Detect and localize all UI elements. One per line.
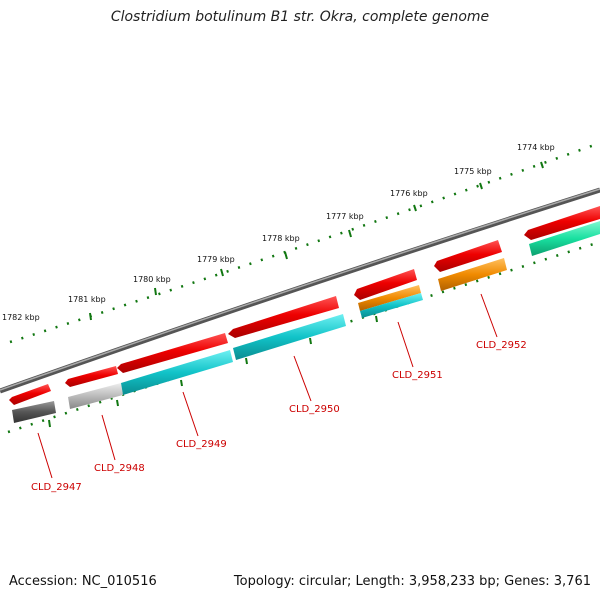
map-title: Clostridium botulinum B1 str. Okra, comp… [110,9,490,25]
gene-feature-cld-2948[interactable] [68,383,123,409]
gene-label-leaders [37,293,498,479]
cds-arrow[interactable] [228,296,339,338]
gene-label-cld-2951[interactable]: CLD_2951 [392,370,443,381]
cds-arrow[interactable] [65,366,118,387]
gene-label-cld-2950[interactable]: CLD_2950 [289,404,340,415]
topology-text: Topology: circular; Length: 3,958,233 bp… [233,574,591,589]
genome-backbone [0,187,600,394]
gene-label-cld-2949[interactable]: CLD_2949 [176,439,227,450]
kbp-label: 1782 kbp [2,313,40,322]
gene-feature-cld-2947[interactable] [12,401,56,423]
cds-arrow[interactable] [434,240,502,272]
cds-arrow[interactable] [117,333,228,373]
cds-arrow[interactable] [9,384,51,405]
accession-text: Accession: NC_010516 [9,574,157,589]
cds-arrow-track [9,206,600,405]
gene-feature-cld-2952[interactable] [438,258,507,291]
gene-feature-cld-2951-teal[interactable] [360,293,423,318]
kbp-label: 1774 kbp [517,143,555,152]
kbp-label: 1780 kbp [133,275,171,284]
cds-arrow[interactable] [524,206,600,240]
outer-scale-major-ticks [89,161,544,321]
kbp-label: 1781 kbp [68,295,106,304]
gene-feature-track [12,221,600,423]
kbp-label: 1776 kbp [390,189,428,198]
gene-feature-cld-2951-orange[interactable] [358,285,421,311]
gene-feature-cld-2949[interactable] [121,350,233,395]
gene-label-cld-2948[interactable]: CLD_2948 [94,463,145,474]
kbp-label: 1778 kbp [262,234,300,243]
gene-label-cld-2952[interactable]: CLD_2952 [476,340,527,351]
gene-labels: CLD_2947 CLD_2948 CLD_2949 CLD_2950 CLD_… [31,340,527,493]
kbp-label: 1777 kbp [326,212,364,221]
kbp-label: 1779 kbp [197,255,235,264]
kbp-labels: 1774 kbp 1775 kbp 1776 kbp 1777 kbp 1778… [2,143,555,322]
gene-label-cld-2947[interactable]: CLD_2947 [31,482,82,493]
kbp-label: 1775 kbp [454,167,492,176]
inner-scale-major-ticks [48,315,378,428]
cds-arrow[interactable] [354,269,417,300]
gene-feature-teal-green[interactable] [529,221,600,256]
gene-feature-cld-2950[interactable] [233,314,346,360]
